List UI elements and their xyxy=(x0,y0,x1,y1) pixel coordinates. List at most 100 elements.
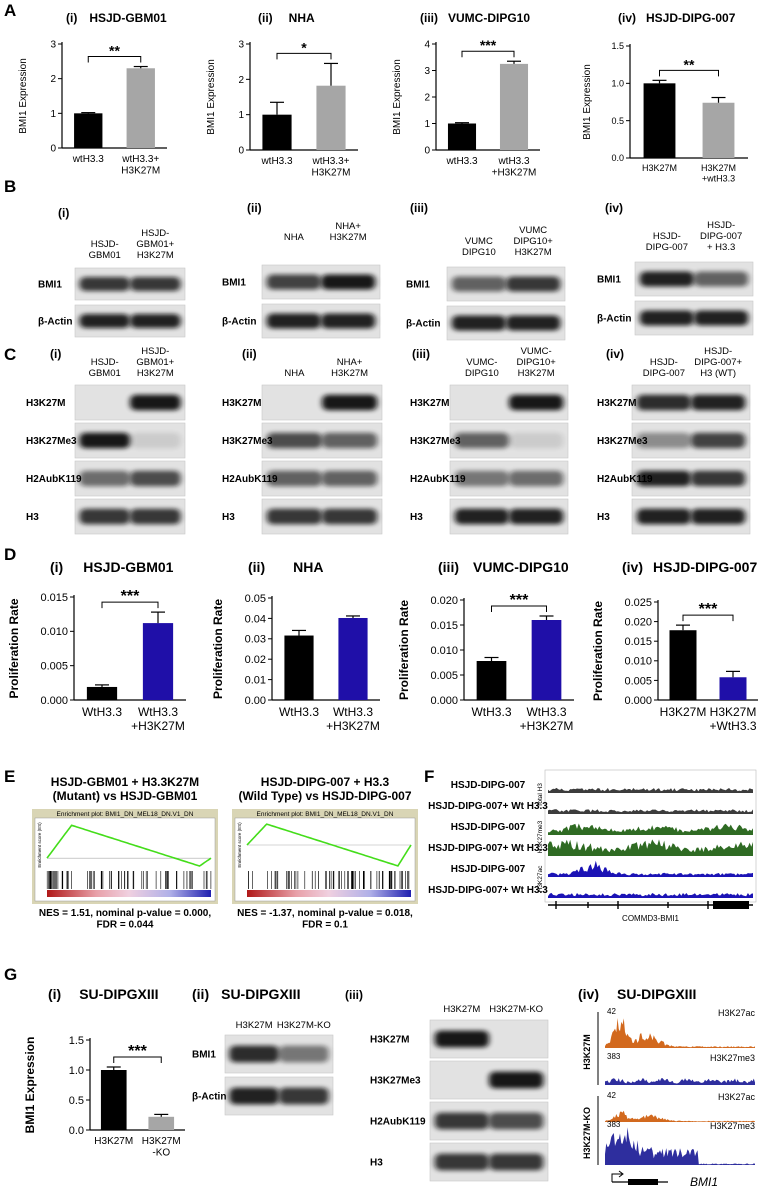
text-line: DIPG10 xyxy=(465,368,499,379)
x-tick-label: H3K27M xyxy=(660,705,707,719)
text-line: H3K27M xyxy=(518,368,555,379)
lane-label: H3K27M-KO xyxy=(489,1004,543,1015)
significance: ** xyxy=(684,56,695,72)
blot-band xyxy=(639,310,694,326)
blot-heading: (iv) xyxy=(606,347,624,361)
blot-band xyxy=(694,271,749,287)
text-line: HSJD- xyxy=(707,220,735,231)
significance-bracket xyxy=(101,601,159,609)
text-line: H3K27M xyxy=(515,247,552,258)
lane-label: HSJD-GBM01 xyxy=(89,239,121,261)
chart-heading: (i) HSJD-GBM01 xyxy=(66,11,167,25)
bar xyxy=(447,123,477,150)
text-line: (Wild Type) vs HSJD-DIPG-007 xyxy=(238,789,411,803)
text-line: GBM01 xyxy=(89,250,121,261)
y-tick-label: 0.010 xyxy=(430,645,458,657)
y-tick-label: 0.010 xyxy=(40,626,68,638)
blot-row-label: BMI1 xyxy=(406,280,430,291)
significance: *** xyxy=(121,588,140,605)
x-tick-label: WtH3.3 xyxy=(82,705,122,719)
y-tick-label: 3 xyxy=(238,40,244,51)
text-line: HSJD- xyxy=(91,357,119,368)
track-signal xyxy=(605,1127,755,1165)
x-tick-label: wtH3.3+H3K27M xyxy=(312,156,351,179)
chart-label: (ii) xyxy=(248,559,265,575)
significance: *** xyxy=(480,37,497,53)
text-line: H3K27M xyxy=(121,166,160,177)
track-row-label: HSJD-DIPG-007 xyxy=(451,864,526,875)
text-line: GBM01+ xyxy=(136,357,174,368)
blot-row-label: β-Actin xyxy=(222,317,256,328)
blot-row-label: BMI1 xyxy=(222,278,246,289)
text-line: wtH3.3+ xyxy=(121,154,159,165)
chart-heading: (iv) HSJD-DIPG-007 xyxy=(622,559,757,575)
text-line: WtH3.3 xyxy=(526,705,566,719)
blot-label: (ii) xyxy=(247,201,262,215)
blot-band xyxy=(266,313,321,329)
blot-row-label: H3K27Me3 xyxy=(410,436,461,447)
track-mark-label: H3K27me3 xyxy=(537,820,544,853)
y-tick-label: 0.015 xyxy=(430,620,458,632)
track-mark-label: H3K27ac xyxy=(537,865,544,892)
track-signal xyxy=(548,892,753,898)
blot-row-label: β-Actin xyxy=(597,314,631,325)
gene-name: BMI1 xyxy=(690,1175,718,1189)
significance-bracket xyxy=(113,1056,162,1063)
chart-heading: (ii) NHA xyxy=(248,559,323,575)
text-line: DIPG-007+ xyxy=(694,357,742,368)
blot-band xyxy=(636,470,691,487)
blot-band xyxy=(266,470,322,487)
blot-row-label: H3 xyxy=(26,512,39,523)
text-line: DIPG-007 xyxy=(646,242,688,253)
blot-band xyxy=(691,508,746,525)
blot-band xyxy=(79,508,130,525)
text-line: WtH3.3 xyxy=(333,705,373,719)
chart-label: (iv) xyxy=(622,559,643,575)
chart-title: NHA xyxy=(289,11,315,25)
blot-band xyxy=(266,432,322,449)
panel-letter: G xyxy=(4,965,17,984)
blot-row-label: H3 xyxy=(410,512,423,523)
blot-band xyxy=(322,508,378,525)
chart-title: NHA xyxy=(293,559,323,575)
track-name: H3K27me3 xyxy=(710,1121,755,1131)
gsea-stats: NES = 1.51, nominal p-value = 0.000, FDR … xyxy=(39,908,212,931)
blot-label: (iii) xyxy=(345,988,363,1002)
y-axis-label: Proliferation Rate xyxy=(211,599,225,699)
chart-heading: (iv) HSJD-DIPG-007 xyxy=(618,11,736,25)
blot-band xyxy=(130,432,181,449)
text-line: H3K27M xyxy=(142,1136,181,1147)
gene-name: COMMD3-BMI1 xyxy=(622,914,679,923)
track-range: 383 xyxy=(607,1120,621,1129)
chart-title: HSJD-DIPG-007 xyxy=(653,559,757,575)
y-tick-label: 0.00 xyxy=(245,695,266,707)
track-row-label: HSJD-DIPG-007+ Wt H3.3 xyxy=(428,885,548,896)
x-tick-label: H3K27M xyxy=(642,163,677,173)
blot-label: (i) xyxy=(50,347,61,361)
blot-row-label: H2AubK119 xyxy=(597,474,653,485)
bar xyxy=(499,63,529,150)
y-tick-label: 1.0 xyxy=(69,1065,84,1077)
panel-letter: B xyxy=(4,177,16,196)
gene-exon xyxy=(628,1179,658,1185)
text-line: H3K27M xyxy=(137,368,174,379)
y-tick-label: 0.05 xyxy=(245,593,266,605)
gsea-barcode xyxy=(248,871,410,889)
blot-row-label: H3K27M xyxy=(222,398,261,409)
lane-label: H3K27M xyxy=(236,1020,273,1031)
gene-arrow xyxy=(611,1170,624,1182)
chart-title: VUMC-DIPG10 xyxy=(448,11,530,25)
chart-label: (i) xyxy=(48,986,61,1002)
text-line: NHA+ xyxy=(335,221,361,232)
blot-row-label: H2AubK119 xyxy=(222,474,278,485)
significance-bracket xyxy=(491,605,547,612)
chart-label: (i) xyxy=(66,11,77,25)
blot-band xyxy=(509,508,564,525)
lane-label: H3K27M xyxy=(443,1004,480,1015)
y-tick-label: 0 xyxy=(424,146,430,157)
blot-band xyxy=(506,315,561,331)
text-line: HSJD-GBM01 + H3.3K27M xyxy=(51,775,199,789)
blot-row-label: H3 xyxy=(597,512,610,523)
blot-band xyxy=(279,1045,329,1063)
blot-label: (ii) xyxy=(192,986,209,1002)
